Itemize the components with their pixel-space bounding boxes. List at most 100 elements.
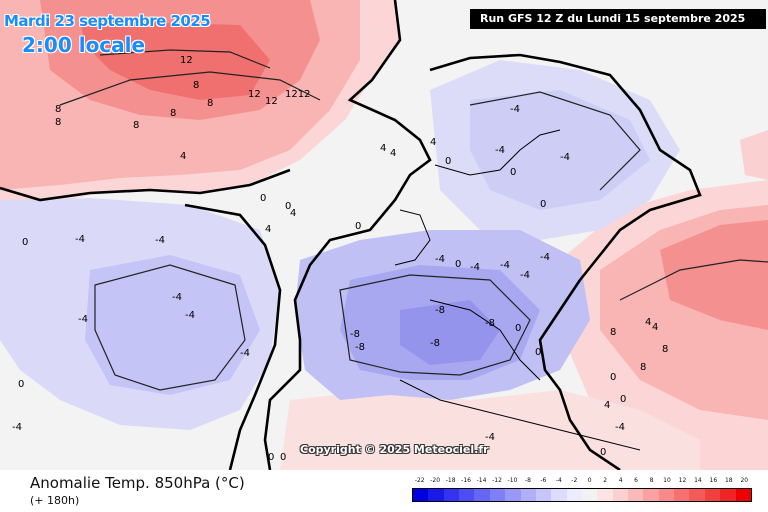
- contour-label: 8: [55, 117, 61, 128]
- forecast-time: 2:00 locale: [22, 33, 146, 57]
- contour-label: -4: [240, 348, 250, 359]
- contour-label: 8: [133, 120, 139, 131]
- legend-label: -18: [445, 477, 456, 484]
- contour-label: 4: [290, 208, 296, 219]
- legend-colorbar: [412, 488, 752, 502]
- legend-swatch: [566, 489, 582, 501]
- contour-label: -4: [495, 145, 505, 156]
- footer-bar: Anomalie Temp. 850hPa (°C) (+ 180h) -22-…: [0, 470, 768, 512]
- coastline-mediterranean: [399, 379, 641, 451]
- legend-swatch: [520, 489, 536, 501]
- contour-label: 8: [662, 344, 668, 355]
- contour-label: -4: [155, 235, 165, 246]
- contour-label: 0: [268, 452, 274, 463]
- contour-label: -4: [500, 260, 510, 271]
- contour-label: 8: [640, 362, 646, 373]
- isoline-8-east: [619, 259, 768, 301]
- contour-label: 0: [285, 201, 291, 212]
- color-legend: -22 -20 -18 -16 -14 -12 -10 -8 -6 -4 -2 0 2 4 6 8 10 12 14…: [412, 477, 752, 509]
- warm-core-russia: [660, 220, 768, 330]
- contour-label: 4: [265, 224, 271, 235]
- contour-label: -4: [435, 254, 445, 265]
- legend-swatch: [443, 489, 460, 501]
- legend-swatch: [628, 489, 644, 501]
- contour-label: 8: [193, 80, 199, 91]
- contour-label: -4: [75, 234, 85, 245]
- legend-swatch: [474, 489, 490, 501]
- contour-label: 4: [180, 151, 186, 162]
- legend-label: 20: [740, 477, 749, 484]
- contour-label: 8: [170, 108, 176, 119]
- legend-swatch: [413, 489, 429, 501]
- legend-label: 8: [649, 477, 654, 484]
- legend-swatch: [597, 489, 613, 501]
- legend-label: -22: [414, 477, 425, 484]
- coastline-british-isles: [394, 209, 431, 266]
- legend-label: 6: [634, 477, 638, 484]
- contour-label: 0: [540, 199, 546, 210]
- legend-swatch: [643, 489, 659, 501]
- contour-label: -4: [470, 262, 480, 273]
- legend-label: -20: [430, 477, 441, 484]
- contour-label: 0: [280, 452, 286, 463]
- contour-label: 0: [510, 167, 516, 178]
- contour-label: 4: [430, 137, 436, 148]
- contour-label: 8: [55, 104, 61, 115]
- contour-label: -4: [540, 252, 550, 263]
- legend-label: -4: [555, 477, 562, 484]
- legend-swatch: [735, 489, 751, 501]
- isoline-0-west: [263, 0, 432, 470]
- anomaly-map: 12 8 8 12 12 1212 8 8 8 8 4 4 4 4 0 0 4 4 0 -4 0 -4 -4 -4 -4 -4 0-…: [0, 0, 768, 470]
- isoline-0-mid-atlantic: [184, 203, 282, 470]
- legend-swatch: [505, 489, 521, 501]
- legend-label: -8: [524, 477, 531, 484]
- legend-label: 12: [678, 477, 687, 484]
- legend-swatch: [674, 489, 690, 501]
- contour-label: 0: [610, 372, 616, 383]
- contour-label: -8: [355, 342, 365, 353]
- cold-core-atlantic: [85, 255, 260, 395]
- legend-label: 2: [603, 477, 608, 484]
- legend-label: 10: [663, 477, 671, 484]
- contour-label: -4: [12, 422, 22, 433]
- contour-label: 0: [535, 347, 541, 358]
- contour-label: -4: [485, 432, 495, 443]
- isoline-0-north-atlantic: [0, 168, 291, 202]
- country-borders: [429, 299, 541, 381]
- legend-label: 18: [724, 477, 733, 484]
- legend-label: -14: [476, 477, 487, 484]
- warm-peak-greenland: [80, 20, 270, 100]
- contour-label: 8: [610, 327, 616, 338]
- contour-label: 0: [260, 193, 266, 204]
- contour-label: -4: [510, 104, 520, 115]
- coastline-norway: [434, 129, 561, 176]
- legend-labels: -22 -20 -18 -16 -14 -12 -10 -8 -6 -4 -2 0 2 4 6 8 10 12 14…: [412, 477, 752, 487]
- isoline-0-scandinavia: [429, 53, 702, 281]
- contour-label: 4: [652, 322, 658, 333]
- legend-swatch: [704, 489, 721, 501]
- legend-label: -12: [492, 477, 502, 484]
- contour-label: 0: [22, 237, 28, 248]
- warm-area-north-africa: [280, 390, 700, 470]
- contour-label: 8: [207, 98, 213, 109]
- legend-label: -2: [571, 477, 578, 484]
- contour-label: -4: [560, 152, 570, 163]
- contour-label: 0: [515, 323, 521, 334]
- contour-label: 0: [455, 259, 461, 270]
- contour-label: -8: [485, 318, 495, 329]
- contour-label: 4: [390, 148, 396, 159]
- legend-swatch: [551, 489, 567, 501]
- isoline-minus4-atlantic: [94, 264, 246, 391]
- run-info: Run GFS 12 Z du Lundi 15 septembre 2025: [470, 9, 766, 29]
- legend-label: -16: [461, 477, 471, 484]
- contour-label: 0: [355, 221, 361, 232]
- contour-label: -4: [78, 314, 88, 325]
- contour-label: 4: [604, 400, 610, 411]
- legend-swatch: [658, 489, 675, 501]
- contour-label: 12: [248, 89, 261, 100]
- legend-label: -6: [540, 477, 547, 484]
- legend-label: 16: [709, 477, 718, 484]
- contour-label: 4: [380, 143, 386, 154]
